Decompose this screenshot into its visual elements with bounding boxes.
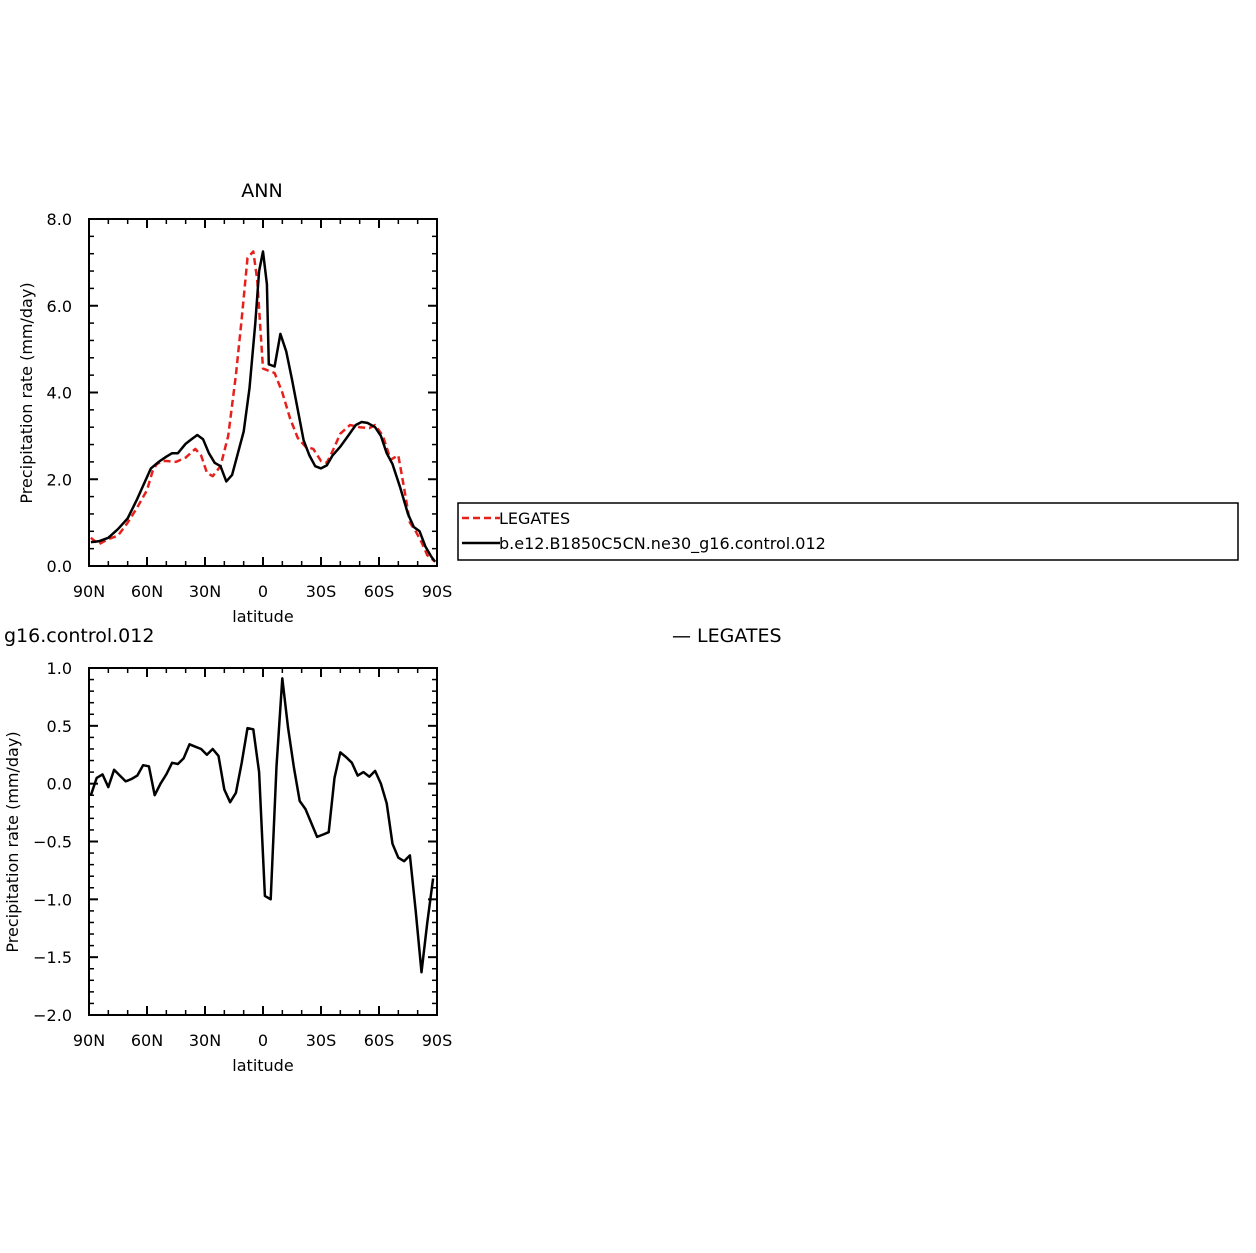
x-tick-label: 30N [189, 582, 221, 601]
y-tick-label: 8.0 [47, 210, 72, 229]
x-tick-label: 30N [189, 1031, 221, 1050]
x-tick-label: 60S [364, 1031, 395, 1050]
series-line-b-e12-b1850c5cn-ne30-g16-control-012 [90, 250, 437, 563]
panel2-series [89, 677, 435, 974]
panel1-y-axis-label: Precipitation rate (mm/day) [17, 282, 36, 503]
y-tick-label: −1.0 [33, 890, 72, 909]
x-tick-label: 30S [306, 582, 337, 601]
x-tick-label: 90N [73, 582, 105, 601]
x-tick-label: 0 [258, 582, 268, 601]
legend-box [457, 502, 1239, 561]
x-tick-label: 60N [131, 1031, 163, 1050]
x-tick-label: 0 [258, 1031, 268, 1050]
y-tick-label: −2.0 [33, 1006, 72, 1025]
y-tick-label: −1.5 [33, 948, 72, 967]
panel2-x-tick-labels: 90N 60N 30N 0 30S 60S 90S [73, 1031, 452, 1050]
series-line-legates [90, 250, 436, 563]
y-tick-label: 2.0 [47, 470, 72, 489]
panel1-x-axis-label: latitude [232, 607, 293, 626]
legend-entry-model: b.e12.B1850C5CN.ne30_g16.control.012 [499, 534, 826, 554]
x-tick-label: 90S [422, 1031, 453, 1050]
y-tick-label: 0.5 [47, 717, 72, 736]
series-line-difference [89, 677, 435, 974]
panel-difference: g16.control.012 — LEGATES 90N 60N 30N 0 30S 6… [3, 625, 782, 1075]
x-tick-label: 90N [73, 1031, 105, 1050]
panel-annual-mean: ANN 90N 60N 30N 0 30S 60S 90S 0.02.04.06.08.0 … [17, 180, 452, 626]
panel1-title: ANN [241, 180, 282, 202]
panel2-y-tick-labels: −2.0 −1.5 −1.0 −0.5 0.0 0.5 1.0 [33, 659, 72, 1025]
x-tick-label: 60S [364, 582, 395, 601]
y-tick-label: 0.0 [47, 775, 72, 794]
x-tick-label: 60N [131, 582, 163, 601]
panel2-x-axis-label: latitude [232, 1056, 293, 1075]
panel2-overflow-legend: — LEGATES [672, 625, 782, 647]
legend: LEGATES b.e12.B1850C5CN.ne30_g16.control… [457, 502, 1239, 561]
y-tick-label: 6.0 [47, 297, 72, 316]
panel1-y-tick-labels: 0.0 2.0 4.0 6.0 8.0 [47, 210, 72, 576]
panel1-ticks [88, 218, 438, 567]
x-tick-label: 90S [422, 582, 453, 601]
y-tick-label: 1.0 [47, 659, 72, 678]
panel1-series [90, 250, 437, 563]
legend-entry-legates: LEGATES [499, 509, 570, 528]
panel2-ticks [88, 667, 438, 1016]
x-tick-label: 30S [306, 1031, 337, 1050]
y-tick-label: 0.0 [47, 557, 72, 576]
panel2-y-axis-label: Precipitation rate (mm/day) [3, 731, 22, 952]
panel1-x-tick-labels: 90N 60N 30N 0 30S 60S 90S [73, 582, 452, 601]
y-tick-label: −0.5 [33, 833, 72, 852]
y-tick-label: 4.0 [47, 384, 72, 403]
panel1-plot-frame [88, 218, 438, 567]
panel2-title: g16.control.012 [4, 625, 154, 647]
